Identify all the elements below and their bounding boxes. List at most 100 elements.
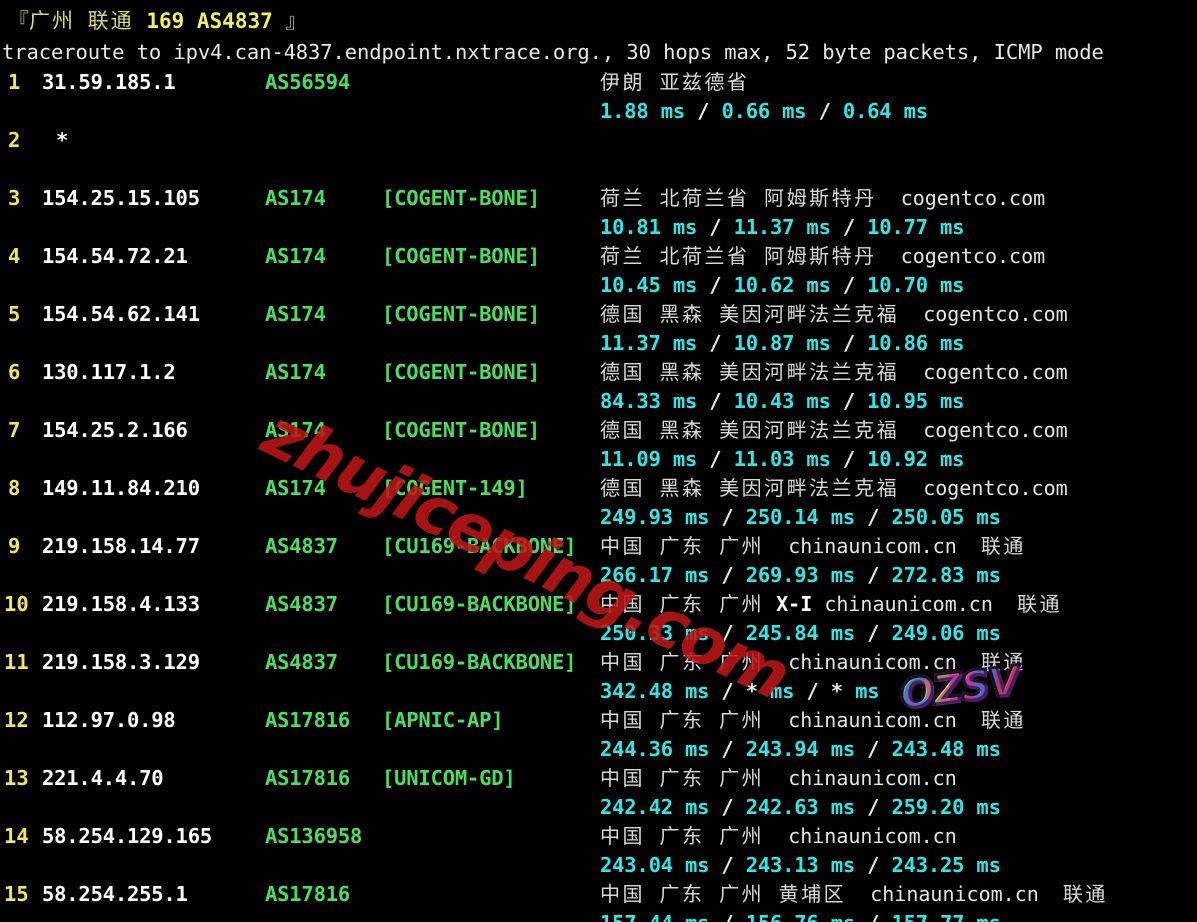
hop-geo-location: 德国 黑森 美因河畔法兰克福 (600, 302, 900, 326)
hop-asn: AS136958 (265, 824, 363, 848)
hop-ip-address: 31.59.185.1 (42, 70, 176, 94)
hop-row-latency: 84.33 ms / 10.43 ms / 10.95 ms (0, 387, 1197, 416)
hop-network-tag: [COGENT-149] (382, 476, 528, 500)
hop-network-tag: [APNIC-AP] (382, 708, 504, 732)
hop-row: 6 130.117.1.2 AS174 [COGENT-BONE] 德国 黑森 美因河畔… (0, 358, 1197, 416)
hop-row: 9 219.158.14.77 AS4837 [CU169-BACKBONE] 中国 广… (0, 532, 1197, 590)
title-close-bracket: 』 (285, 9, 307, 33)
hop-geo-extra: X-I (776, 592, 813, 616)
hop-number: 11 (4, 650, 29, 674)
hop-row-latency: 250.33 ms / 245.84 ms / 249.06 ms (0, 619, 1197, 648)
hop-network-tag: [COGENT-BONE] (382, 244, 540, 268)
hop-latency: 84.33 ms / 10.43 ms / 10.95 ms (600, 389, 965, 413)
hop-asn: AS174 (265, 302, 326, 326)
hop-hostname: chinaunicom.cn (870, 882, 1039, 906)
hop-row-latency: 157.44 ms / 156.76 ms / 157.77 ms (0, 909, 1197, 922)
hop-asn: AS56594 (265, 70, 350, 94)
hop-isp: 联通 (980, 534, 1026, 558)
hop-hostname: chinaunicom.cn (788, 534, 957, 558)
hop-row: 5 154.54.62.141 AS174 [COGENT-BONE] 德国 黑森 美因… (0, 300, 1197, 358)
hop-hostname: chinaunicom.cn (788, 650, 957, 674)
hop-latency: 250.33 ms / 245.84 ms / 249.06 ms (600, 621, 1001, 645)
hop-row-latency: 10.45 ms / 10.62 ms / 10.70 ms (0, 271, 1197, 300)
hop-row: 12 112.97.0.98 AS17816 [APNIC-AP] 中国 广东 广州 c… (0, 706, 1197, 764)
hop-ip-address: 219.158.4.133 (42, 592, 200, 616)
hop-number: 13 (4, 766, 29, 790)
hop-isp: 联通 (980, 650, 1026, 674)
hop-geo-info: 伊朗 亚兹德省 (600, 68, 750, 97)
hop-row-latency: 243.04 ms / 243.13 ms / 243.25 ms (0, 851, 1197, 880)
trace-title: 『广州 联通 169 AS4837 』 (8, 6, 306, 36)
hop-number: 15 (4, 882, 29, 906)
hop-ip-address: 58.254.255.1 (42, 882, 188, 906)
hop-row: 7 154.25.2.166 AS174 [COGENT-BONE] 德国 黑森 美因河… (0, 416, 1197, 474)
hop-row: 4 154.54.72.21 AS174 [COGENT-BONE] 荷兰 北荷兰省 阿… (0, 242, 1197, 300)
hop-geo-location: 中国 广东 广州 (600, 592, 765, 616)
hop-geo-location: 中国 广东 广州 黄埔区 (600, 882, 847, 906)
hop-row-primary: 4 154.54.72.21 AS174 [COGENT-BONE] 荷兰 北荷兰省 阿… (0, 242, 1197, 271)
hop-asn: AS4837 (265, 592, 338, 616)
hop-hostname: cogentco.com (923, 418, 1068, 442)
title-network: 169 AS4837 (146, 9, 273, 33)
hop-ip-address: 221.4.4.70 (42, 766, 164, 790)
hop-asn: AS174 (265, 244, 326, 268)
hop-row: 3 154.25.15.105 AS174 [COGENT-BONE] 荷兰 北荷兰省 … (0, 184, 1197, 242)
hop-latency: 10.45 ms / 10.62 ms / 10.70 ms (600, 273, 965, 297)
hop-geo-location: 荷兰 北荷兰省 阿姆斯特丹 (600, 244, 877, 268)
traceroute-header: traceroute to ipv4.can-4837.endpoint.nxt… (2, 40, 1104, 64)
hop-ip-address: 149.11.84.210 (42, 476, 200, 500)
hop-geo-location: 伊朗 亚兹德省 (600, 70, 750, 94)
hop-geo-info: 德国 黑森 美因河畔法兰克福 cogentco.com (600, 358, 1068, 387)
hop-latency: 266.17 ms / 269.93 ms / 272.83 ms (600, 563, 1001, 587)
hop-latency: 244.36 ms / 243.94 ms / 243.48 ms (600, 737, 1001, 761)
hop-row-primary: 6 130.117.1.2 AS174 [COGENT-BONE] 德国 黑森 美因河畔… (0, 358, 1197, 387)
hop-geo-info: 中国 广东 广州 chinaunicom.cn 联通 (600, 706, 1026, 735)
hop-number: 12 (4, 708, 29, 732)
hop-row-primary: 12 112.97.0.98 AS17816 [APNIC-AP] 中国 广东 广州 c… (0, 706, 1197, 735)
hop-latency: 11.37 ms / 10.87 ms / 10.86 ms (600, 331, 965, 355)
hop-geo-location: 中国 广东 广州 (600, 708, 765, 732)
hop-geo-location: 德国 黑森 美因河畔法兰克福 (600, 476, 900, 500)
hop-network-tag: [COGENT-BONE] (382, 186, 540, 210)
hop-ip-address: 154.25.15.105 (42, 186, 200, 210)
hop-row-latency: 244.36 ms / 243.94 ms / 243.48 ms (0, 735, 1197, 764)
hop-ip-address: 58.254.129.165 (42, 824, 212, 848)
hop-row-latency: 266.17 ms / 269.93 ms / 272.83 ms (0, 561, 1197, 590)
hop-number: 9 (8, 534, 21, 558)
hop-row: 2 * (0, 126, 1197, 184)
hop-geo-location: 中国 广东 广州 (600, 766, 765, 790)
hop-asn: AS174 (265, 418, 326, 442)
hop-number: 1 (8, 70, 21, 94)
hop-asn: AS17816 (265, 766, 350, 790)
hop-number: 6 (8, 360, 21, 384)
hop-isp: 联通 (1062, 882, 1108, 906)
hop-row-primary: 3 154.25.15.105 AS174 [COGENT-BONE] 荷兰 北荷兰省 … (0, 184, 1197, 213)
hop-row-primary: 11 219.158.3.129 AS4837 [CU169-BACKBONE] 中国 … (0, 648, 1197, 677)
hop-asn: AS17816 (265, 882, 350, 906)
hop-geo-info: 中国 广东 广州 chinaunicom.cn (600, 822, 957, 851)
hop-row-primary: 10 219.158.4.133 AS4837 [CU169-BACKBONE] 中国 … (0, 590, 1197, 619)
hop-isp: 联通 (1016, 592, 1062, 616)
hop-asn: AS4837 (265, 650, 338, 674)
hop-row: 1 31.59.185.1 AS56594 伊朗 亚兹德省 1.88 ms / 0.66… (0, 68, 1197, 126)
hop-hostname: cogentco.com (923, 302, 1068, 326)
hop-row-latency: 1.88 ms / 0.66 ms / 0.64 ms (0, 97, 1197, 126)
hop-hostname: cogentco.com (923, 360, 1068, 384)
hop-geo-info: 中国 广东 广州 X-I chinaunicom.cn 联通 (600, 590, 1062, 619)
hop-geo-location: 德国 黑森 美因河畔法兰克福 (600, 360, 900, 384)
hop-number: 8 (8, 476, 21, 500)
hop-geo-info: 荷兰 北荷兰省 阿姆斯特丹 cogentco.com (600, 184, 1045, 213)
hop-asn: AS4837 (265, 534, 338, 558)
hop-geo-location: 荷兰 北荷兰省 阿姆斯特丹 (600, 186, 877, 210)
title-open-bracket: 『 (8, 9, 29, 33)
hop-ip-address: 219.158.14.77 (42, 534, 200, 558)
hop-network-tag: [COGENT-BONE] (382, 360, 540, 384)
hop-asn: AS174 (265, 360, 326, 384)
hop-geo-location: 德国 黑森 美因河畔法兰克福 (600, 418, 900, 442)
hop-ip-address: 130.117.1.2 (42, 360, 176, 384)
hop-row-primary: 8 149.11.84.210 AS174 [COGENT-149] 德国 黑森 美因河… (0, 474, 1197, 503)
hop-row-latency: 342.48 ms / * ms / * ms (0, 677, 1197, 706)
hop-number: 3 (8, 186, 21, 210)
hop-row: 14 58.254.129.165 AS136958 中国 广东 广州 chinaun… (0, 822, 1197, 880)
